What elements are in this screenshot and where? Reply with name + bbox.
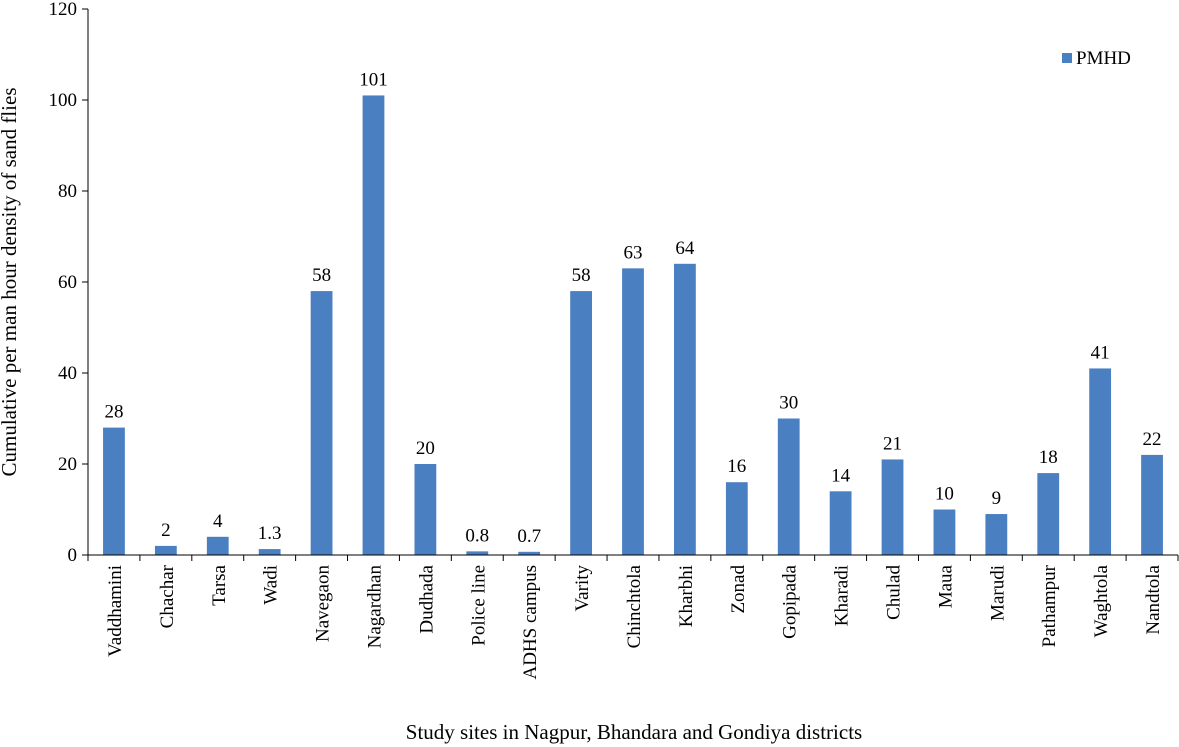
bar: [466, 551, 489, 555]
data-label: 101: [359, 69, 388, 90]
data-label: 2: [161, 520, 171, 541]
data-label: 16: [727, 456, 746, 477]
data-label: 14: [831, 465, 851, 486]
bar: [622, 268, 644, 555]
data-label: 10: [935, 484, 954, 505]
bar: [1089, 368, 1112, 555]
bar: [933, 509, 956, 555]
legend: PMHD: [1062, 48, 1131, 69]
data-label: 58: [572, 265, 591, 286]
data-label: 20: [416, 438, 435, 459]
category-label: Chachar: [157, 564, 178, 628]
bar: [1037, 473, 1060, 555]
bar: [206, 536, 229, 555]
data-label: 63: [624, 242, 643, 263]
category-label: Waghtola: [1091, 564, 1112, 637]
y-tick-label: 40: [58, 363, 77, 384]
category-label: Pathampur: [1039, 564, 1060, 647]
legend-swatch-pmhd: [1062, 53, 1072, 63]
bar: [154, 545, 177, 555]
data-label: 18: [1039, 447, 1058, 468]
data-label: 64: [675, 238, 695, 259]
bar: [414, 464, 437, 555]
bar: [362, 95, 385, 555]
category-label: Kharbhi: [676, 565, 697, 627]
bar: [881, 459, 904, 555]
category-label: Maua: [935, 564, 956, 608]
bars: [103, 95, 1163, 555]
bar: [310, 291, 333, 555]
category-label: Chinchtola: [624, 564, 645, 648]
category-label: Police line: [468, 565, 489, 646]
data-label: 9: [992, 488, 1002, 509]
bar: [103, 427, 125, 555]
bar: [1141, 454, 1163, 555]
y-axis: 0 20 40 60 80 100 120: [49, 0, 89, 566]
x-axis-title: Study sites in Nagpur, Bhandara and Gond…: [406, 720, 862, 744]
category-label: Gopipada: [780, 564, 801, 638]
bar: [258, 549, 281, 555]
category-label: Dudhada: [416, 564, 437, 633]
category-label: Tarsa: [209, 564, 230, 605]
data-label: 58: [312, 265, 331, 286]
data-label: 0.7: [517, 526, 541, 547]
legend-label-pmhd: PMHD: [1076, 48, 1131, 69]
category-label: Nandtola: [1143, 564, 1164, 634]
bar: [985, 514, 1008, 555]
category-label: Zonad: [728, 565, 749, 614]
y-tick-label: 60: [58, 272, 77, 293]
y-axis-title: Cumulative per man hour density of sand …: [0, 87, 21, 476]
category-label: Marudi: [987, 565, 1008, 621]
data-label: 0.8: [465, 525, 489, 546]
category-label: Nagardhan: [364, 565, 385, 649]
category-label: Navegaon: [313, 565, 334, 643]
data-label: 41: [1091, 342, 1110, 363]
data-label: 28: [104, 402, 123, 423]
data-label: 1.3: [258, 523, 282, 544]
data-labels: 28 2 4 1.3 58 101 20 0.8 0.7 58 63 64 16 30 14 21 10 9 18 4…: [104, 69, 1161, 546]
category-label: Chulad: [884, 565, 905, 620]
data-label: 4: [213, 511, 223, 532]
data-label: 22: [1143, 429, 1162, 450]
x-axis: Vaddhamini Chachar Tarsa Wadi Navegaon Nagard…: [87, 554, 1179, 680]
category-label: Varity: [572, 565, 593, 612]
y-tick-label: 80: [58, 181, 77, 202]
bar: [725, 482, 748, 555]
category-label: Vaddhamini: [105, 565, 126, 657]
bar: [829, 491, 852, 555]
y-tick-label: 20: [58, 454, 77, 475]
data-label: 21: [883, 433, 902, 454]
bar: [674, 263, 696, 555]
bar: [518, 551, 541, 555]
y-tick-label: 0: [68, 545, 78, 566]
data-label: 30: [779, 393, 798, 414]
category-label: ADHS campus: [520, 565, 541, 680]
y-tick-label: 120: [49, 0, 78, 20]
y-tick-label: 100: [49, 90, 78, 111]
category-label: Wadi: [261, 565, 282, 605]
bar: [570, 291, 592, 555]
bar: [777, 418, 800, 555]
category-label: Kharadi: [832, 565, 853, 626]
